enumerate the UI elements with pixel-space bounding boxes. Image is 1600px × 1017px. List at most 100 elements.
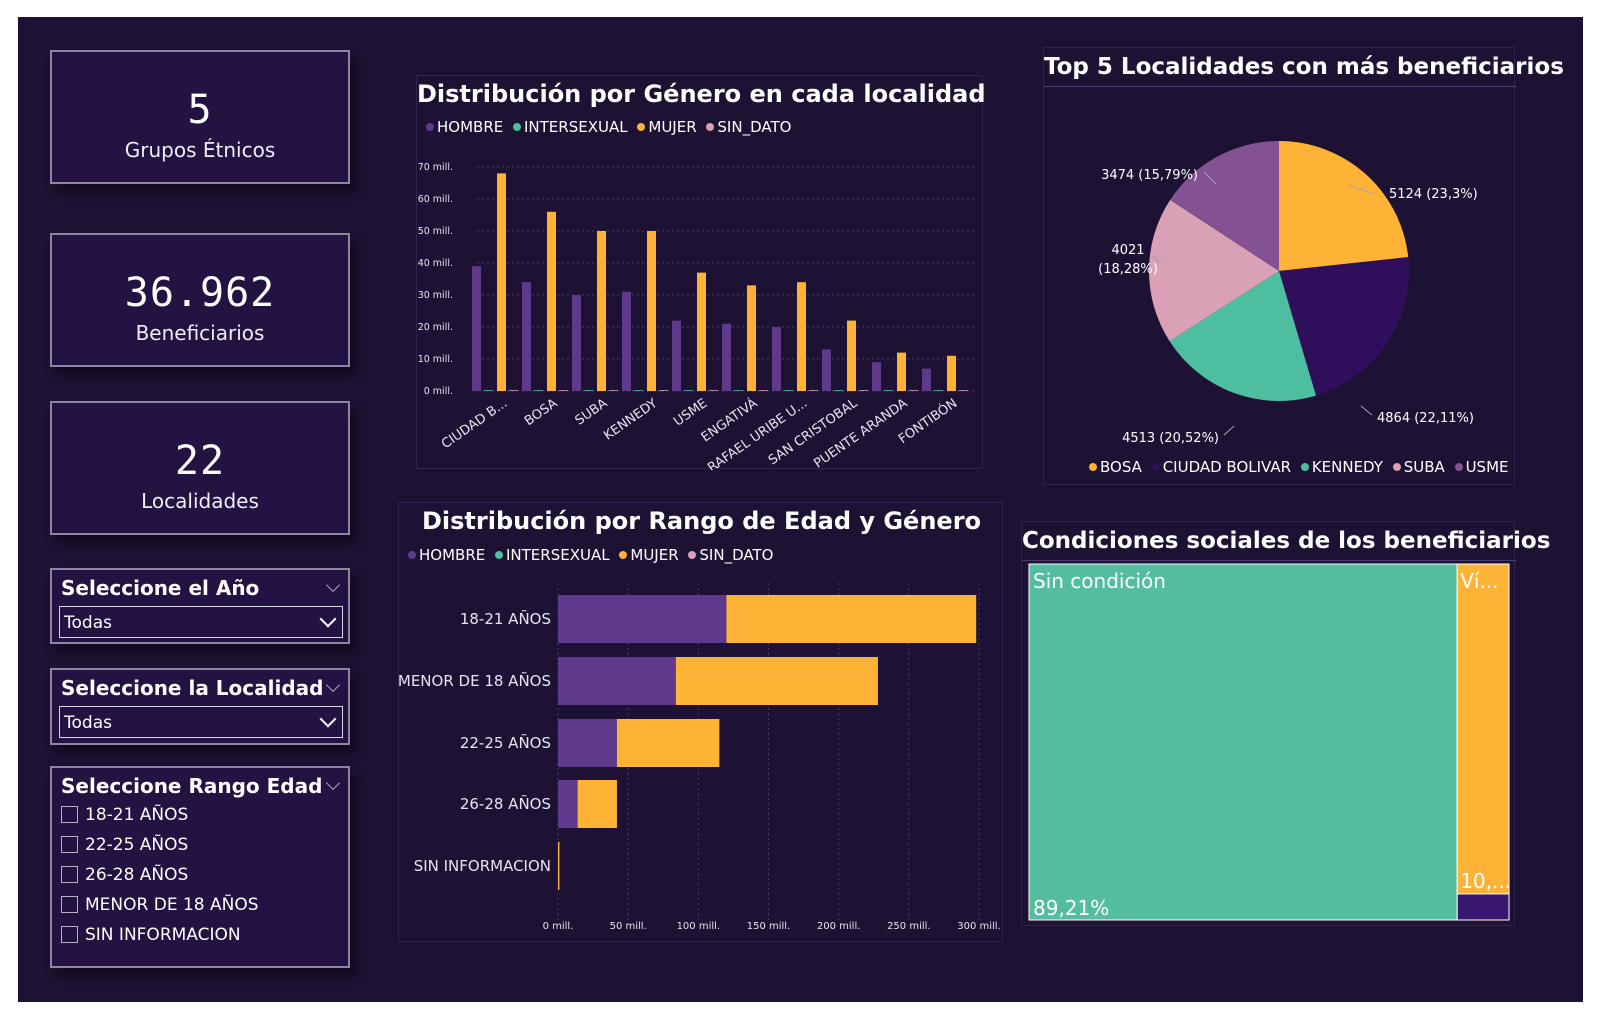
- age-option[interactable]: MENOR DE 18 AÑOS: [61, 895, 259, 917]
- age-option-label: SIN INFORMACION: [85, 925, 241, 945]
- kpi-value: 5: [187, 87, 213, 133]
- age-option[interactable]: 18-21 AÑOS: [61, 805, 188, 827]
- treemap-tile: [1456, 893, 1510, 921]
- legend-dot-icon: [408, 551, 416, 559]
- x-tick-label: USME: [671, 396, 710, 430]
- x-tick-label: KENNEDY: [601, 396, 660, 444]
- legend-label: MUJER: [648, 118, 697, 136]
- chart-title: Condiciones sociales de los beneficiario…: [1022, 528, 1551, 554]
- legend-label: MUJER: [630, 546, 679, 564]
- legend-item[interactable]: MUJER: [614, 546, 679, 564]
- chart-title: Distribución por Rango de Edad y Género: [421, 507, 982, 535]
- bar: [859, 390, 868, 391]
- bar: [522, 282, 531, 391]
- bar: [947, 355, 956, 391]
- bar: [659, 390, 668, 391]
- legend-label: SIN_DATO: [699, 546, 774, 564]
- y-tick-label: MENOR DE 18 AÑOS: [399, 671, 551, 690]
- legend-item[interactable]: SUBA: [1388, 458, 1445, 476]
- checkbox[interactable]: [61, 866, 78, 883]
- tile-value: 10,...: [1460, 869, 1511, 893]
- legend-dot-icon: [1089, 463, 1097, 471]
- legend-item[interactable]: USME: [1450, 458, 1509, 476]
- y-tick-label: 20 mill.: [418, 322, 453, 333]
- bar-segment: [558, 842, 560, 890]
- tile-label: Sin condición: [1033, 569, 1166, 593]
- tile-label: Ví...: [1460, 569, 1498, 593]
- chevron-down-icon: [319, 710, 337, 728]
- legend-label: INTERSEXUAL: [524, 118, 628, 136]
- chart-title: Top 5 Localidades con más beneficiarios: [1044, 54, 1564, 80]
- leader-line: [1360, 405, 1373, 416]
- bar-segment: [558, 657, 676, 705]
- locality-slicer: Seleccione la Localidad Todas: [50, 668, 350, 745]
- pie-slice: [1149, 199, 1279, 342]
- legend-item[interactable]: BOSA: [1084, 458, 1142, 476]
- checkbox[interactable]: [61, 926, 78, 943]
- data-label: 4021: [1111, 243, 1144, 258]
- kpi-value: 36.962: [124, 270, 276, 316]
- checkbox[interactable]: [61, 836, 78, 853]
- bar-segment: [726, 595, 977, 643]
- gender-locality-chart: 0 mill. 10 mill. 20 mill. 30 mill. 40 mill. 5…: [418, 162, 977, 470]
- kpi-label: Grupos Étnicos: [124, 138, 276, 162]
- age-slicer: Seleccione Rango Edad 18-21 AÑOS 22-25 A…: [50, 766, 350, 968]
- leader-line: [1151, 255, 1163, 264]
- legend-item[interactable]: INTERSEXUAL: [490, 546, 610, 564]
- title-divider: [1022, 560, 1516, 561]
- age-option[interactable]: SIN INFORMACION: [61, 925, 241, 947]
- bar: [909, 390, 918, 391]
- legend-item[interactable]: SIN_DATO: [683, 546, 773, 564]
- top-localities-panel: Top 5 Localidades con más beneficiarios …: [1043, 47, 1564, 485]
- kpi-label: Localidades: [141, 489, 259, 513]
- legend-dot-icon: [619, 551, 628, 559]
- year-dropdown[interactable]: Todas: [59, 606, 343, 638]
- legend-item[interactable]: HOMBRE: [403, 546, 485, 564]
- bar: [572, 295, 581, 391]
- legend-dot-icon: [513, 123, 521, 131]
- locality-dropdown[interactable]: Todas: [59, 706, 343, 738]
- y-tick-label: 26-28 AÑOS: [460, 794, 551, 813]
- bar: [797, 282, 806, 391]
- y-tick-label: 70 mill.: [418, 162, 453, 173]
- legend-label: CIUDAD BOLIVAR: [1162, 458, 1292, 476]
- legend-dot-icon: [1300, 463, 1309, 471]
- data-label: 4513 (20,52%): [1122, 431, 1219, 446]
- age-option[interactable]: 26-28 AÑOS: [61, 865, 188, 887]
- legend-item[interactable]: CIUDAD BOLIVAR: [1147, 458, 1291, 476]
- legend-item[interactable]: MUJER: [632, 118, 697, 136]
- locality-slicer-title: Seleccione la Localidad: [61, 676, 324, 700]
- gender-locality-chart-panel: Distribución por Género en cada localida…: [416, 75, 986, 470]
- legend-label: HOMBRE: [437, 118, 504, 136]
- age-option[interactable]: 22-25 AÑOS: [61, 835, 188, 857]
- x-tick-label: 100 mill.: [677, 921, 721, 932]
- x-tick-label: 150 mill.: [747, 921, 791, 932]
- bar-segment: [558, 780, 578, 828]
- bar: [934, 390, 943, 391]
- pie-chart: 5124 (23,3%) 4864 (22,11%) 4513 (20,52%) 34…: [1098, 141, 1478, 446]
- bar: [809, 390, 818, 391]
- legend-item[interactable]: KENNEDY: [1296, 458, 1383, 476]
- legend-label: HOMBRE: [419, 546, 486, 564]
- kpi-value: 22: [174, 438, 226, 484]
- y-tick-label: 50 mill.: [418, 226, 453, 237]
- bar: [822, 349, 831, 391]
- checkbox[interactable]: [61, 806, 78, 823]
- bar: [784, 390, 793, 391]
- y-tick-label: 10 mill.: [418, 354, 453, 365]
- bar: [747, 285, 756, 391]
- bar: [734, 390, 743, 391]
- bar-segment: [616, 719, 720, 767]
- legend-dot-icon: [1454, 463, 1463, 471]
- age-gender-chart-panel: Distribución por Rango de Edad y Género …: [398, 502, 1003, 942]
- bar: [609, 390, 618, 391]
- chart-legend: HOMBRE INTERSEXUAL MUJER SIN_DATO: [403, 546, 773, 564]
- checkbox[interactable]: [61, 896, 78, 913]
- legend-item[interactable]: INTERSEXUAL: [508, 118, 628, 136]
- pie-slice: [1279, 257, 1409, 396]
- leader-line: [1203, 171, 1217, 185]
- legend-item[interactable]: SIN_DATO: [701, 118, 791, 136]
- y-tick-label: 60 mill.: [418, 194, 453, 205]
- legend-item[interactable]: HOMBRE: [421, 118, 503, 136]
- y-tick-label: 18-21 AÑOS: [460, 609, 551, 628]
